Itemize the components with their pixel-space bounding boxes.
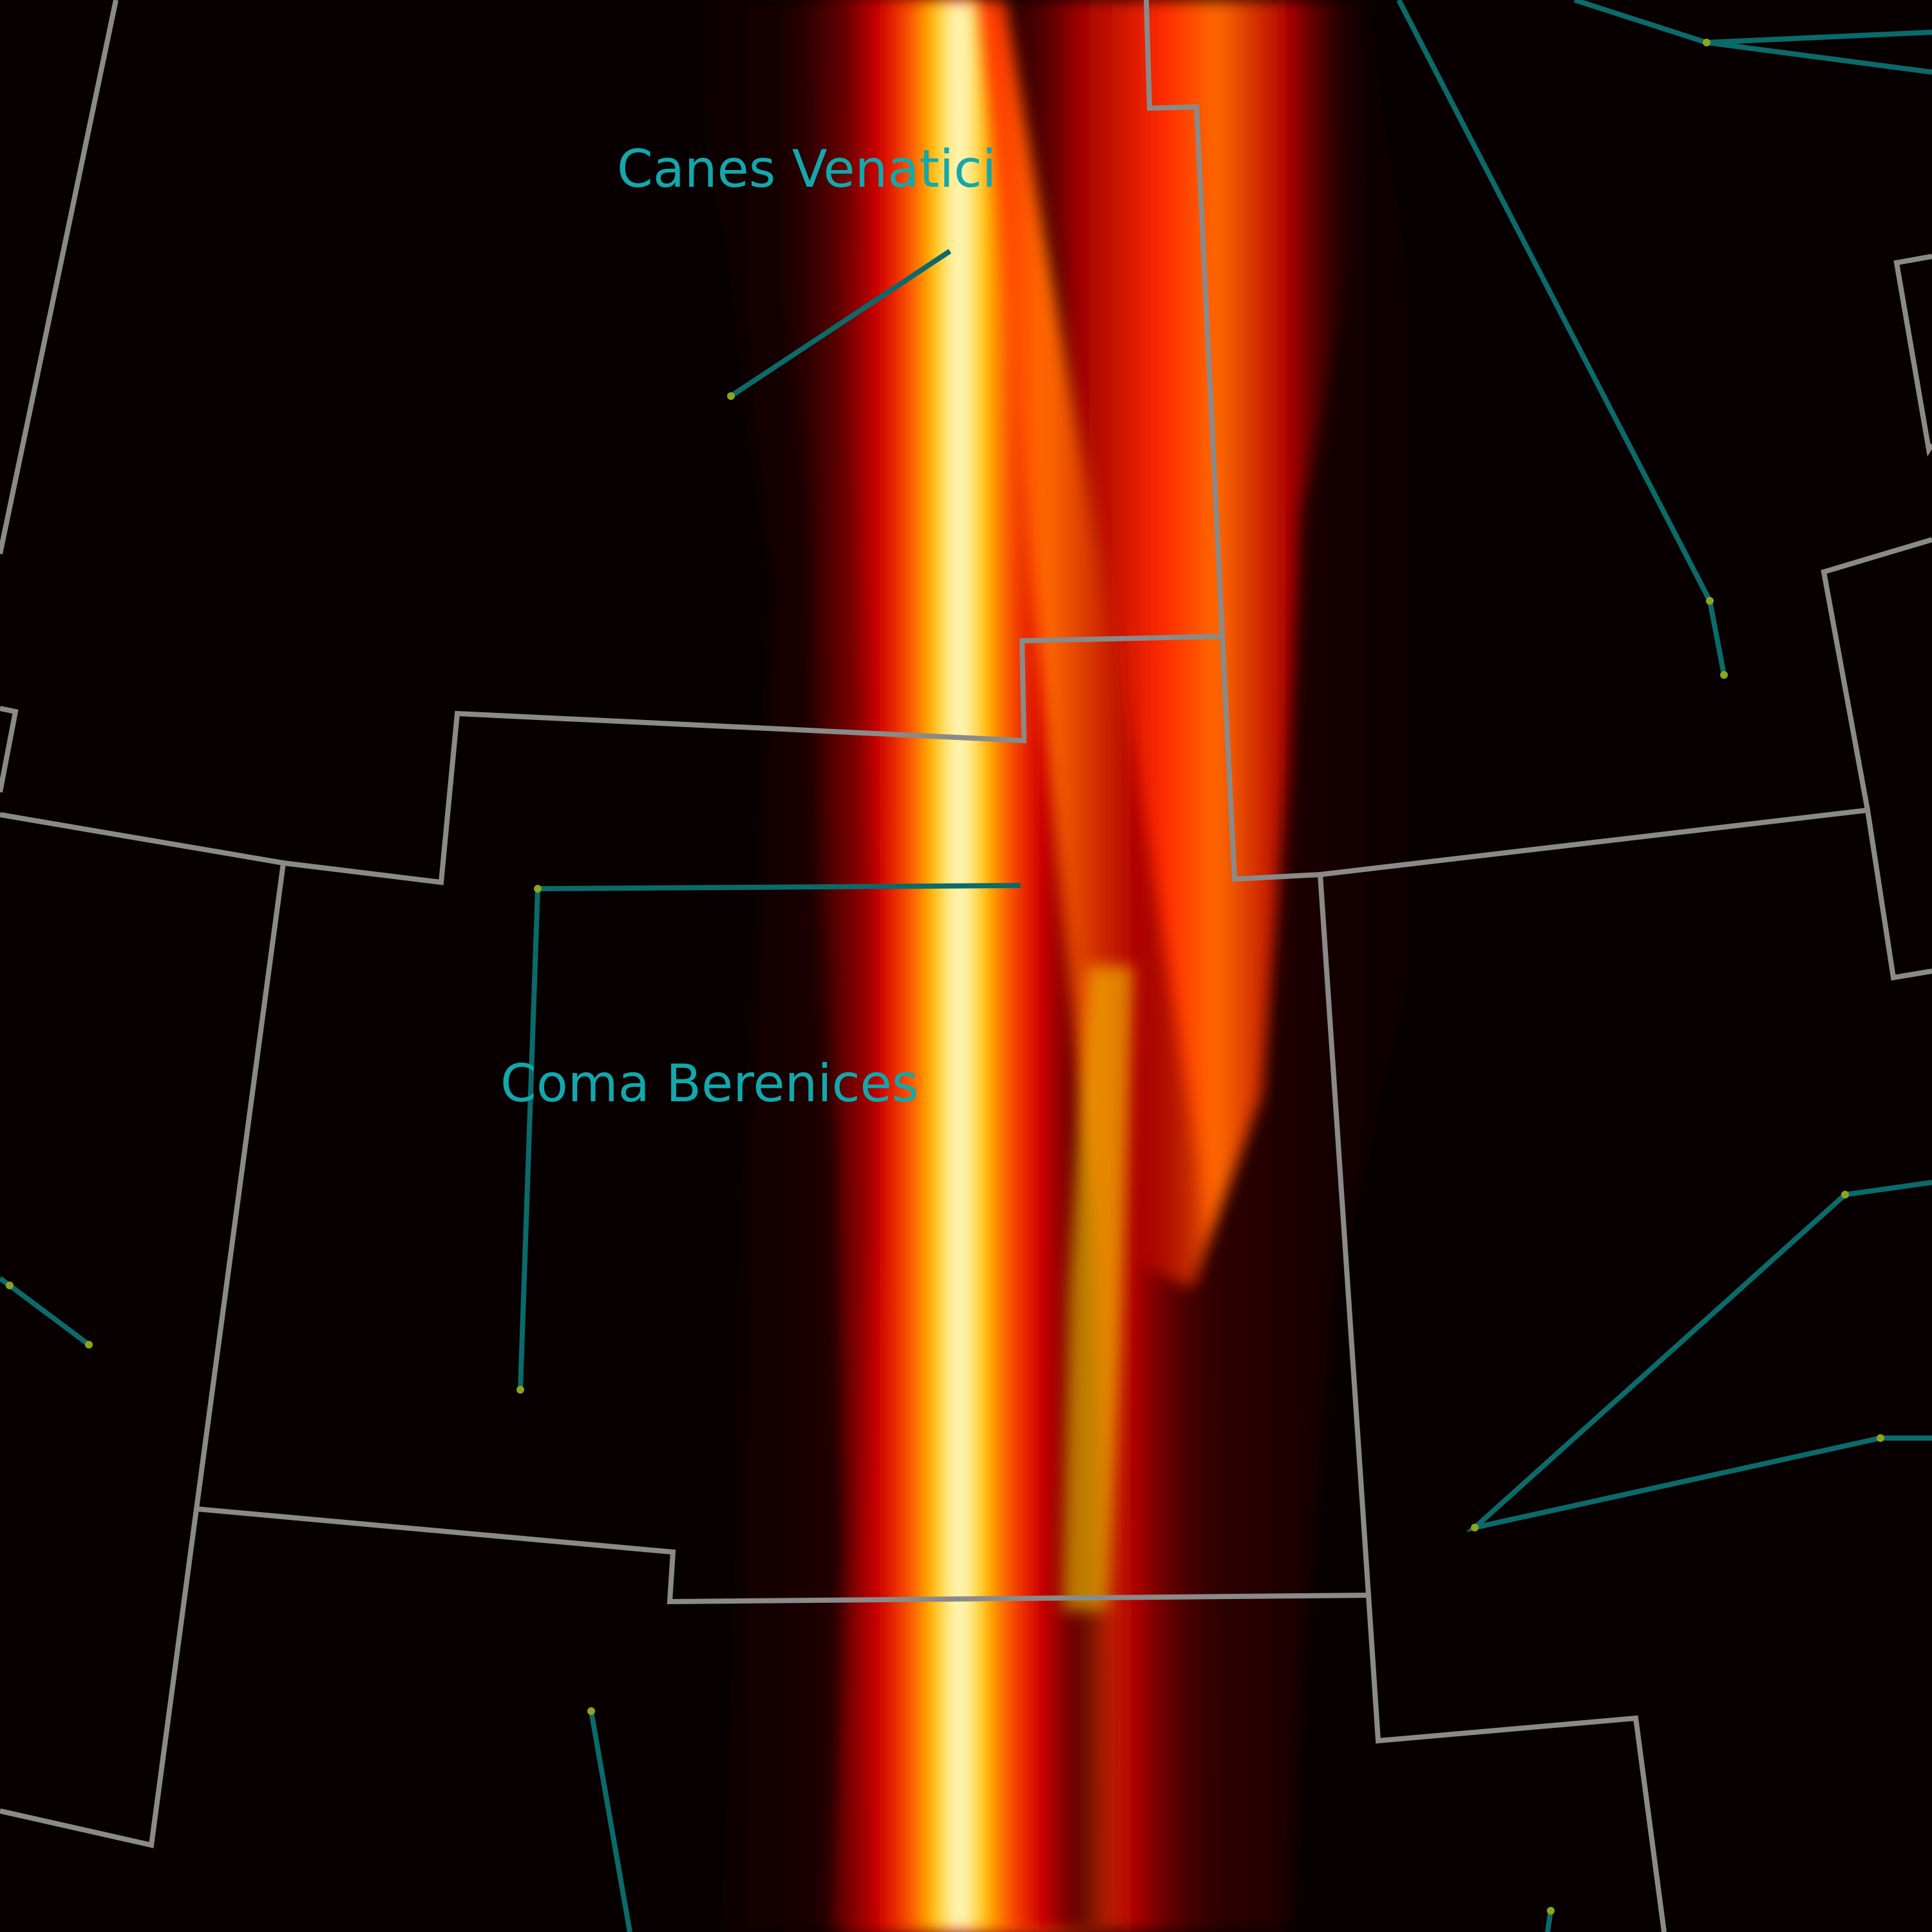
star-marker — [1720, 671, 1728, 679]
star-marker — [534, 885, 542, 893]
star-marker — [6, 1282, 14, 1289]
boundary-line — [0, 0, 118, 554]
constellation-line-ursa-major — [1706, 40, 1932, 75]
heatmap-core — [805, 0, 1114, 1932]
boundary-line — [1893, 254, 1932, 457]
star-marker — [516, 1386, 524, 1394]
star-marker — [727, 392, 735, 400]
label-canes-venatici: Canes Venatici — [617, 139, 996, 199]
constellation-line-canes-venatici — [729, 249, 952, 399]
boundary-line — [0, 862, 286, 1848]
star-marker — [1841, 1191, 1849, 1198]
star-marker — [1706, 597, 1714, 605]
star-marker — [1547, 1907, 1555, 1915]
star-marker — [1877, 1434, 1884, 1442]
intensity-heatmap — [676, 0, 1436, 1932]
boundary-line — [0, 706, 19, 793]
label-coma-berenices: Coma Berenices — [500, 1054, 918, 1113]
star-marker — [85, 1341, 93, 1349]
star-marker — [587, 1707, 595, 1715]
constellation-labels: Canes Venatici Coma Berenices — [500, 139, 996, 1113]
boundary-line — [1821, 537, 1932, 811]
boundary-line — [1144, 0, 1932, 981]
star-marker — [1703, 39, 1710, 46]
constellation-line-virgo — [589, 1710, 632, 1932]
star-markers — [6, 39, 1884, 1915]
heatmap-secondary-lane — [1063, 966, 1133, 1610]
boundary-line — [1366, 1595, 1667, 1932]
boundary-line — [196, 874, 1372, 1605]
star-marker — [1471, 1524, 1479, 1531]
